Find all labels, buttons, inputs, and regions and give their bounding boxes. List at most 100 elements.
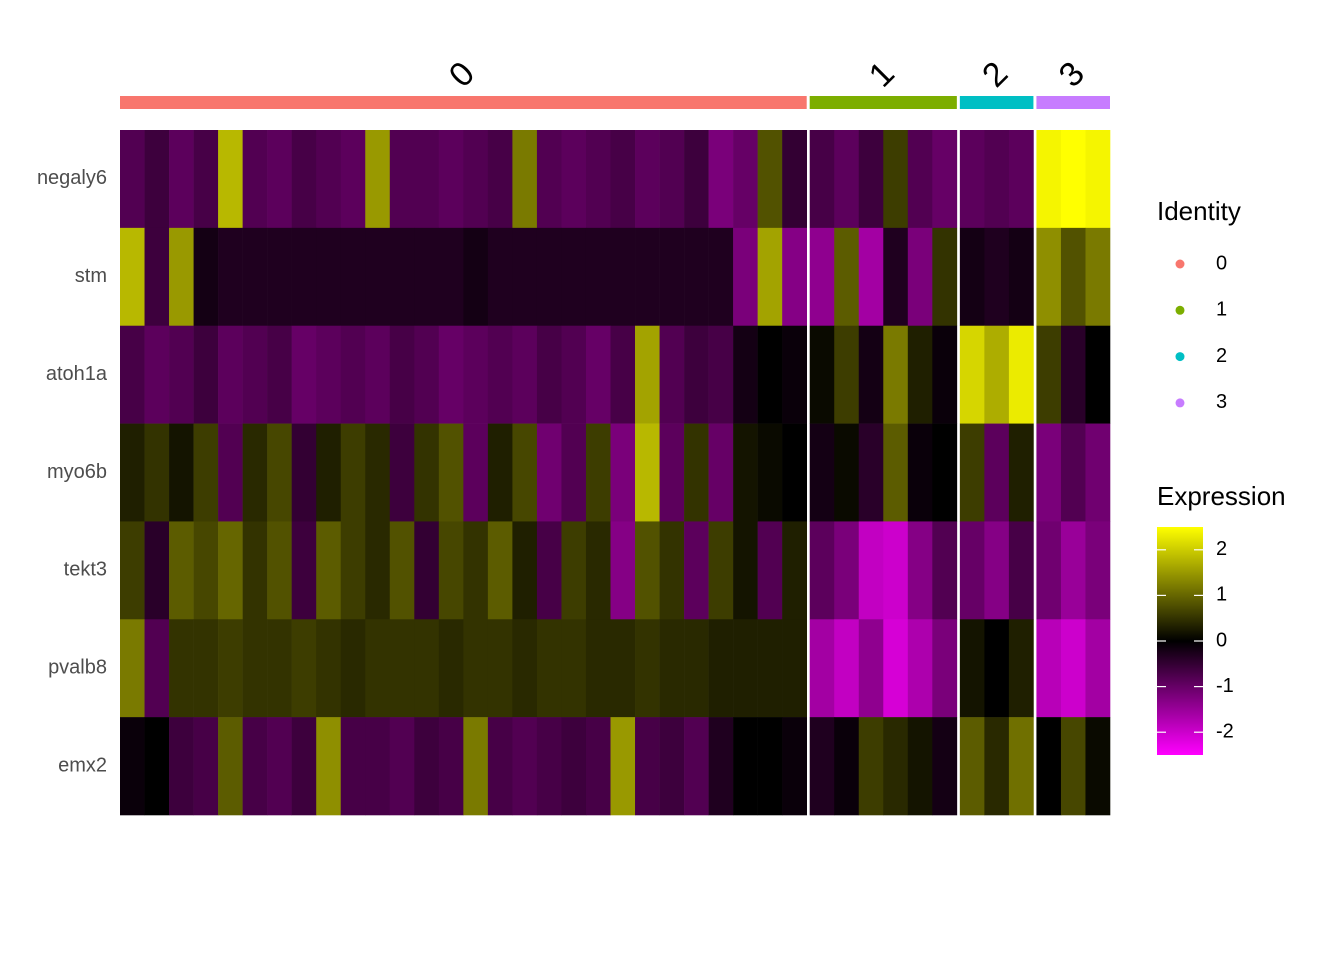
heatmap-cell [684, 619, 709, 718]
heatmap-cell [218, 423, 243, 522]
heatmap-cell [635, 619, 660, 718]
heatmap-cell [684, 325, 709, 424]
heatmap-cell [708, 717, 734, 816]
heatmap-cell [414, 423, 440, 522]
heatmap-cell [1008, 619, 1034, 718]
heatmap-cell [267, 325, 292, 424]
heatmap-cell [1008, 423, 1034, 522]
heatmap-cell [932, 619, 958, 718]
heatmap-cell [708, 325, 734, 424]
heatmap-cell [883, 423, 909, 522]
heatmap-cell [144, 130, 170, 229]
heatmap-cell [984, 227, 1010, 327]
heatmap-cell [635, 423, 660, 522]
colorbar-tick-label: 0 [1216, 629, 1227, 651]
heatmap-cell [414, 130, 440, 229]
heatmap-cell [834, 130, 860, 229]
heatmap-cell [561, 521, 587, 620]
heatmap-cell [487, 130, 513, 229]
heatmap-cell [512, 521, 538, 620]
legend-label: 0 [1216, 252, 1227, 274]
group-bar [959, 96, 1034, 109]
heatmap-cell [733, 130, 758, 229]
heatmap-cell [536, 717, 562, 816]
heatmap-cell [883, 325, 909, 424]
heatmap-cell [858, 227, 884, 327]
heatmap-cell [959, 423, 985, 522]
heatmap-cell [193, 130, 219, 229]
heatmap-cell [389, 423, 415, 522]
heatmap-cell [1036, 717, 1062, 816]
heatmap-cell [561, 619, 587, 718]
heatmap-cell [536, 423, 562, 522]
heatmap-cell [340, 130, 366, 229]
heatmap-cell [858, 130, 884, 229]
heatmap-cell [610, 325, 636, 424]
heatmap-cell [438, 619, 464, 718]
heatmap-cell [463, 521, 489, 620]
legend-title: Identity [1157, 196, 1241, 226]
heatmap-cell [193, 717, 219, 816]
heatmap-cell [984, 423, 1010, 522]
colorbar-tick-label: 1 [1216, 584, 1227, 606]
heatmap-cell [907, 227, 933, 327]
heatmap-cell [193, 423, 219, 522]
group-bar [809, 96, 957, 109]
heatmap-cell [757, 619, 783, 718]
heatmap-cell [365, 521, 391, 620]
heatmap-cell [144, 423, 170, 522]
heatmap-cell [316, 325, 342, 424]
heatmap-cell [561, 423, 587, 522]
heatmap-cell [242, 227, 268, 327]
heatmap-cell [757, 423, 783, 522]
heatmap-cell [267, 130, 292, 229]
heatmap-cell [684, 717, 709, 816]
heatmap-cell [733, 717, 758, 816]
heatmap-cell [438, 325, 464, 424]
heatmap-cell [536, 325, 562, 424]
heatmap-cell [635, 227, 660, 327]
heatmap-cell [733, 423, 758, 522]
heatmap-cell [858, 423, 884, 522]
heatmap-cell [340, 619, 366, 718]
heatmap-cell [984, 130, 1010, 229]
row-label: myo6b [47, 461, 107, 483]
heatmap-cell [414, 325, 440, 424]
row-label: emx2 [58, 754, 107, 776]
heatmap-cell [659, 227, 685, 327]
heatmap-cell [1008, 325, 1034, 424]
heatmap-cell [782, 325, 807, 424]
heatmap-cell [659, 619, 685, 718]
group-label: 0 [442, 54, 482, 94]
heatmap-cell [340, 227, 366, 327]
legend-label: 2 [1216, 345, 1227, 367]
heatmap-cell [834, 423, 860, 522]
heatmap-cell [169, 423, 194, 522]
heatmap-cell [1060, 717, 1086, 816]
heatmap-cell [1008, 130, 1034, 229]
heatmap-cell [487, 717, 513, 816]
heatmap-cell [218, 227, 243, 327]
legend-dot [1175, 398, 1185, 408]
heatmap-cell [757, 227, 783, 327]
heatmap-cell [858, 521, 884, 620]
heatmap-cell [959, 717, 985, 816]
heatmap-cell [414, 227, 440, 327]
row-label: pvalb8 [48, 656, 107, 678]
heatmap-cell [1085, 227, 1111, 327]
heatmap-cell [1085, 325, 1111, 424]
heatmap-cell [169, 619, 194, 718]
heatmap-cell [757, 717, 783, 816]
heatmap-cell [438, 227, 464, 327]
heatmap-cell [1085, 717, 1111, 816]
heatmap-cell [438, 423, 464, 522]
heatmap-cell [959, 130, 985, 229]
heatmap-cell [635, 717, 660, 816]
heatmap-cell [536, 227, 562, 327]
heatmap-cell [585, 619, 611, 718]
heatmap-cell [463, 619, 489, 718]
heatmap-cell [169, 521, 194, 620]
heatmap-cell [365, 619, 391, 718]
heatmap-cell [438, 130, 464, 229]
